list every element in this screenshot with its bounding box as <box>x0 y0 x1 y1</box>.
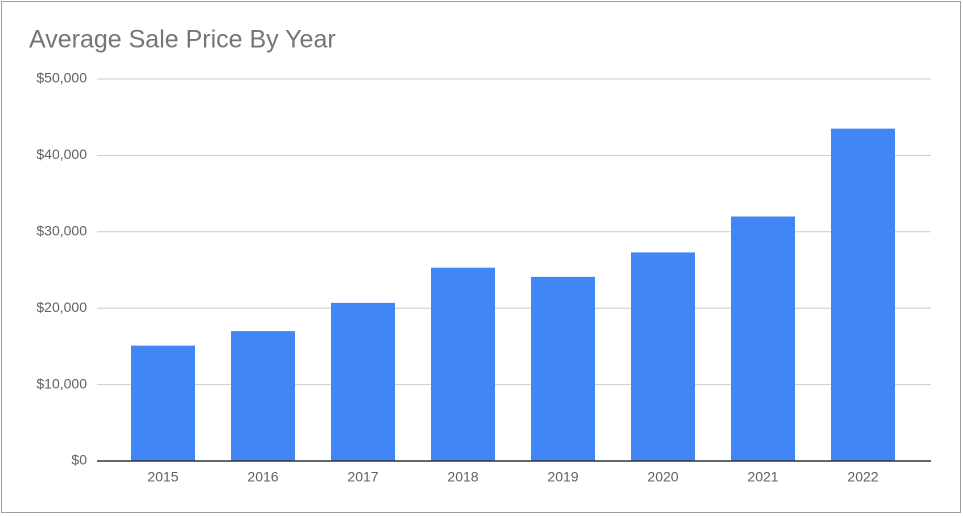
y-tick-label: $40,000 <box>36 146 87 162</box>
x-tick-label: 2018 <box>447 469 478 485</box>
y-tick-label: $50,000 <box>36 70 87 86</box>
y-tick-label: $20,000 <box>36 299 87 315</box>
bar <box>531 276 595 461</box>
x-tick-label: 2017 <box>347 469 378 485</box>
bar <box>431 267 495 461</box>
x-tick-label: 2019 <box>547 469 578 485</box>
x-tick-label: 2022 <box>847 469 878 485</box>
bar <box>831 128 895 461</box>
bar <box>731 216 795 461</box>
x-tick-label: 2016 <box>247 469 278 485</box>
y-tick-label: $30,000 <box>36 223 87 239</box>
chart-title: Average Sale Price By Year <box>29 26 336 54</box>
bar <box>231 331 295 461</box>
x-tick-label: 2020 <box>647 469 678 485</box>
bar <box>631 252 695 461</box>
bar <box>331 302 395 461</box>
y-tick-label: $0 <box>71 452 87 468</box>
x-tick-label: 2015 <box>147 469 178 485</box>
bar <box>131 345 195 461</box>
y-tick-label: $10,000 <box>36 375 87 391</box>
x-tick-label: 2021 <box>747 469 778 485</box>
